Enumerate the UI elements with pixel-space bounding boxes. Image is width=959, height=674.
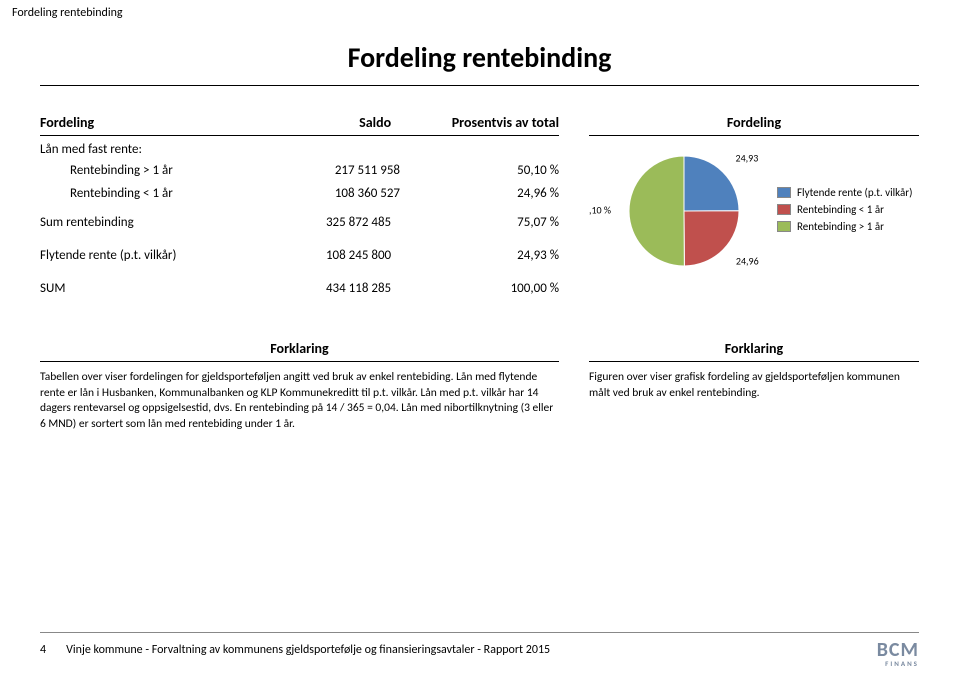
legend-label: Flytende rente (p.t. vilkår) <box>797 186 912 199</box>
footer-text: Vinje kommune - Forvaltning av kommunens… <box>66 643 550 657</box>
row-pct: 24,96 % <box>420 186 559 201</box>
chart-legend: Flytende rente (p.t. vilkår) Rentebinding… <box>777 186 912 237</box>
col-header-fordeling: Fordeling <box>40 114 262 131</box>
pie-slice-label: 50,10 % <box>589 204 611 217</box>
col-header-saldo: Saldo <box>262 114 411 131</box>
legend-item: Flytende rente (p.t. vilkår) <box>777 186 912 199</box>
pie-slice <box>629 156 684 266</box>
explanation-heading-right: Forklaring <box>589 340 919 362</box>
row-label: Sum rentebinding <box>40 215 262 230</box>
pie-slice-label: 24,96 % <box>736 255 759 268</box>
explanation-heading-left: Forklaring <box>40 340 559 362</box>
row-label: Flytende rente (p.t. vilkår) <box>40 248 262 263</box>
row-label: SUM <box>40 281 262 296</box>
legend-item: Rentebinding < 1 år <box>777 203 912 216</box>
pie-slice <box>684 211 739 266</box>
table-row-sum: SUM 434 118 285 100,00 % <box>40 277 559 300</box>
row-label: Rentebinding > 1 år <box>70 163 278 178</box>
row-saldo: 217 511 958 <box>278 163 420 178</box>
explanation-text-left: Tabellen over viser fordelingen for gjel… <box>40 370 559 432</box>
logo: BCM FINANS <box>877 638 919 662</box>
breadcrumb: Fordeling rentebinding <box>0 0 959 22</box>
legend-label: Rentebinding < 1 år <box>797 203 884 216</box>
table-row-sum-rentebinding: Sum rentebinding 325 872 485 75,07 % <box>40 211 559 234</box>
table-row: Rentebinding < 1 år 108 360 527 24,96 % <box>40 182 559 205</box>
page-number: 4 <box>40 643 46 657</box>
row-pct: 24,93 % <box>411 248 559 263</box>
table-row-flytende: Flytende rente (p.t. vilkår) 108 245 800… <box>40 244 559 267</box>
row-saldo: 108 360 527 <box>278 186 420 201</box>
title-divider <box>40 85 919 86</box>
pie-slice <box>684 156 739 211</box>
logo-sub: FINANS <box>885 659 919 668</box>
group-label-fast-rente: Lån med fast rente: <box>40 136 559 159</box>
pie-chart-panel: Fordeling 24,93 % 24,96 % 50,10 % Flytende… <box>589 114 919 300</box>
legend-swatch <box>777 187 791 198</box>
explanation-text-right: Figuren over viser grafisk fordeling av … <box>589 370 919 401</box>
row-pct: 100,00 % <box>411 281 559 296</box>
legend-item: Rentebinding > 1 år <box>777 220 912 233</box>
chart-title: Fordeling <box>589 114 919 136</box>
row-pct: 75,07 % <box>411 215 559 230</box>
pie-slice-label: 24,93 % <box>736 152 759 165</box>
pie-chart: 24,93 % 24,96 % 50,10 % <box>589 146 759 276</box>
row-saldo: 325 872 485 <box>262 215 411 230</box>
legend-label: Rentebinding > 1 år <box>797 220 884 233</box>
row-saldo: 434 118 285 <box>262 281 411 296</box>
row-saldo: 108 245 800 <box>262 248 411 263</box>
legend-swatch <box>777 204 791 215</box>
page-title: Fordeling rentebinding <box>348 40 612 75</box>
table-row: Rentebinding > 1 år 217 511 958 50,10 % <box>40 159 559 182</box>
legend-swatch <box>777 221 791 232</box>
distribution-table: Fordeling Saldo Prosentvis av total Lån … <box>40 114 559 300</box>
row-label: Rentebinding < 1 år <box>70 186 278 201</box>
col-header-prosent: Prosentvis av total <box>411 114 559 131</box>
row-pct: 50,10 % <box>420 163 559 178</box>
footer-divider <box>40 632 919 633</box>
